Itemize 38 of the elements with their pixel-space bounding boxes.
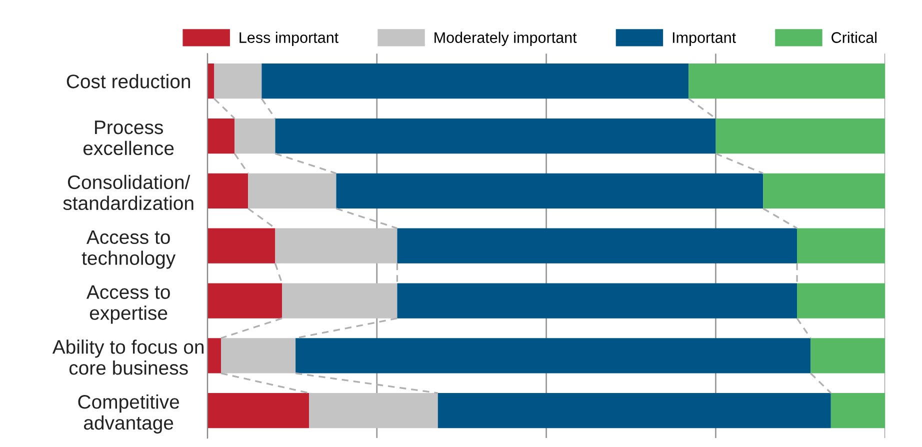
bar: [207, 173, 248, 209]
bar: [797, 228, 886, 264]
legend-label: Less important: [240, 32, 338, 46]
bar: [438, 393, 831, 428]
bar: [207, 228, 276, 264]
y-tick-label: Access to expertise: [86, 285, 170, 324]
bar: [262, 64, 689, 99]
bar: [221, 338, 296, 374]
bar: [275, 228, 398, 264]
bar: [688, 64, 886, 99]
y-tick-label: Cost reduction: [66, 74, 190, 88]
y-tick-label: Process excellence: [83, 120, 174, 156]
bar: [207, 393, 310, 428]
legend-label: Critical: [832, 32, 876, 43]
bar: [207, 338, 222, 374]
y-tick-label: Access to technology: [82, 230, 176, 269]
bar: [248, 173, 336, 209]
y-tick-label: Competitive advantage: [78, 394, 180, 434]
bar: [309, 393, 438, 428]
bar: [397, 228, 798, 264]
bar: [797, 283, 886, 318]
bar: [336, 173, 764, 209]
bar: [275, 118, 716, 154]
y-tick-label: Ability to focus on core business: [52, 340, 204, 375]
bar: [214, 64, 262, 99]
bar: [830, 393, 886, 428]
legend-label: Important: [672, 32, 736, 46]
bar: [207, 118, 235, 154]
bar: [296, 338, 811, 374]
bar: [763, 173, 886, 209]
bar: [397, 283, 798, 318]
y-tick-label: Consolidation/ standardization: [63, 174, 194, 210]
bar: [810, 338, 886, 374]
bar: [282, 283, 398, 318]
bar: [207, 283, 282, 318]
legend-label: Moderately important: [434, 32, 577, 46]
bar: [716, 118, 886, 154]
bar: [234, 118, 276, 154]
